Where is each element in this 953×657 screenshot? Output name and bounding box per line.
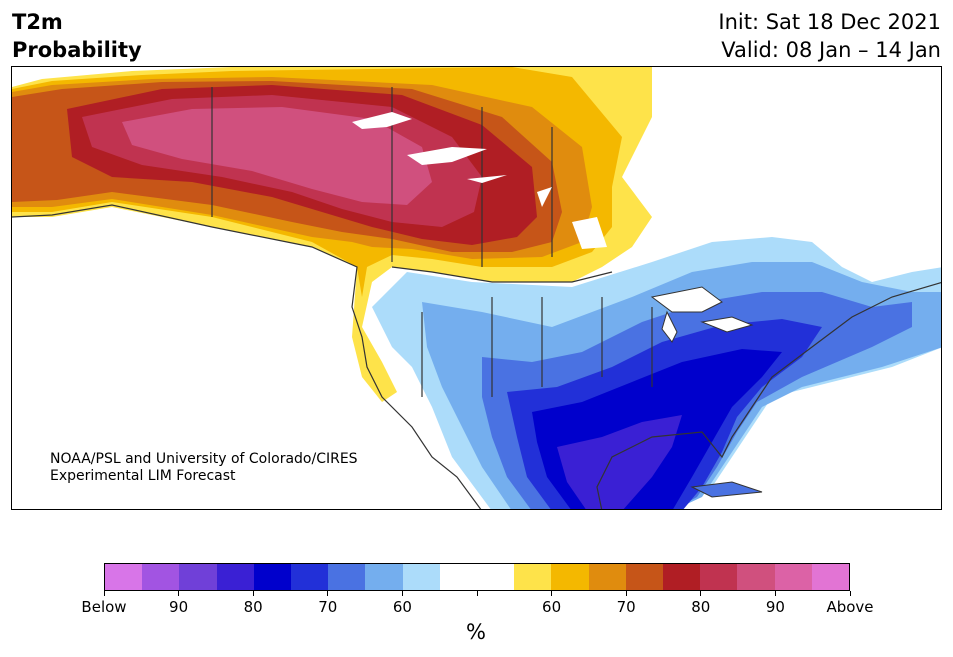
below-95-region: [557, 415, 682, 509]
probability-colorbar: [104, 563, 850, 591]
colorbar-tick: [700, 591, 702, 596]
colorbar-tick: [625, 591, 627, 596]
colorbar-swatch: [291, 564, 329, 590]
colorbar-swatch: [700, 564, 738, 590]
colorbar-swatch: [253, 564, 292, 590]
valid-date: Valid: 08 Jan – 14 Jan: [721, 38, 941, 62]
title-line-2: Probability: [12, 38, 142, 62]
colorbar-swatch: [402, 564, 440, 590]
colorbar-tick: [178, 591, 180, 596]
colorbar-swatch: [811, 564, 850, 590]
colorbar-swatch: [216, 564, 254, 590]
colorbar-tick: [551, 591, 553, 596]
colorbar-tick: [476, 591, 478, 596]
colorbar-tick: [252, 591, 254, 596]
map-title: T2m Probability: [12, 8, 142, 64]
title-line-1: T2m: [12, 10, 63, 34]
colorbar-swatch: [551, 564, 589, 590]
colorbar-tick: [103, 591, 105, 596]
colorbar-swatch: [179, 564, 217, 590]
colorbar-label: 60: [392, 598, 412, 616]
init-date: Init: Sat 18 Dec 2021: [718, 10, 941, 34]
colorbar-swatch: [142, 564, 180, 590]
credit-line-1: NOAA/PSL and University of Colorado/CIRE…: [50, 451, 358, 467]
colorbar-label: 70: [318, 598, 338, 616]
colorbar-swatch: [477, 564, 515, 590]
colorbar-swatch: [365, 564, 403, 590]
colorbar-swatch: [737, 564, 775, 590]
colorbar-swatch: [588, 564, 626, 590]
colorbar-tick: [401, 591, 403, 596]
above-95-region: [122, 107, 432, 205]
colorbar-swatch: [439, 564, 478, 590]
colorbar-label: 80: [691, 598, 711, 616]
colorbar-tick: [849, 591, 851, 596]
colorbar-label: Above: [826, 598, 874, 616]
colorbar-swatch: [105, 564, 143, 590]
forecast-dates: Init: Sat 18 Dec 2021 Valid: 08 Jan – 14…: [718, 8, 941, 64]
colorbar-label: 90: [765, 598, 785, 616]
credit-line-2: Experimental LIM Forecast: [50, 468, 236, 484]
colorbar-label: 90: [169, 598, 189, 616]
colorbar-label: 60: [542, 598, 562, 616]
probability-map: [12, 67, 941, 509]
colorbar-tick: [327, 591, 329, 596]
coastlines: [12, 87, 941, 509]
colorbar-unit: %: [466, 620, 486, 644]
colorbar-swatch: [774, 564, 812, 590]
colorbar-label: 70: [616, 598, 636, 616]
colorbar-tick: [774, 591, 776, 596]
cuba-island: [690, 481, 763, 498]
colorbar-swatch: [625, 564, 664, 590]
colorbar-swatch: [663, 564, 701, 590]
colorbar-swatch: [328, 564, 366, 590]
canadian-lakes: [352, 112, 607, 249]
colorbar-label: Below: [81, 598, 127, 616]
map-credit: NOAA/PSL and University of Colorado/CIRE…: [50, 451, 358, 485]
colorbar-label: 80: [243, 598, 263, 616]
great-lakes: [650, 286, 754, 343]
colorbar-swatch: [514, 564, 552, 590]
map-panel: NOAA/PSL and University of Colorado/CIRE…: [11, 66, 942, 510]
